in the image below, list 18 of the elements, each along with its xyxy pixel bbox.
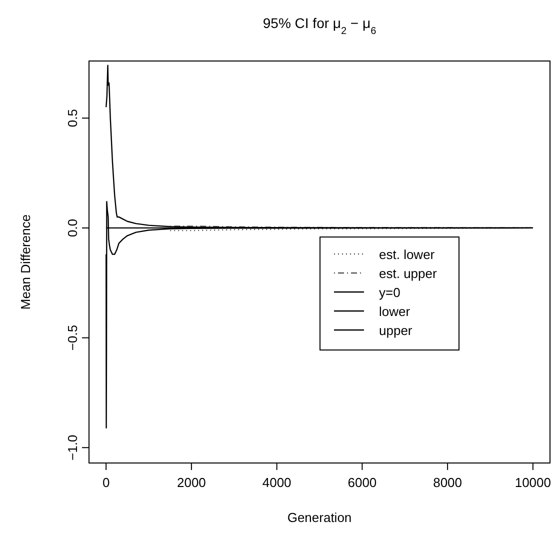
chart-title: 95% CI for μ$_{2}$ − μ$_{6}$ bbox=[262, 15, 377, 36]
x-tick-label: 4000 bbox=[262, 475, 292, 490]
y-tick-label: 0.5 bbox=[65, 109, 80, 128]
legend-label: lower bbox=[379, 304, 411, 319]
x-tick-label: 0 bbox=[102, 475, 110, 490]
x-tick-label: 10000 bbox=[514, 475, 552, 490]
x-tick-label: 2000 bbox=[176, 475, 206, 490]
legend-label: y=0 bbox=[379, 285, 400, 300]
legend-label: upper bbox=[379, 323, 413, 338]
y-tick-label: −1.0 bbox=[65, 434, 80, 460]
legend-label: est. lower bbox=[379, 247, 436, 262]
y-tick-label: −0.5 bbox=[65, 324, 80, 351]
y-axis-title: Mean Difference bbox=[18, 214, 33, 310]
x-axis-title: Generation bbox=[287, 510, 352, 525]
x-tick-label: 6000 bbox=[348, 475, 377, 490]
y-tick-label: 0.0 bbox=[65, 218, 80, 237]
x-tick-label: 8000 bbox=[433, 475, 462, 490]
legend-label: est. upper bbox=[379, 266, 438, 281]
